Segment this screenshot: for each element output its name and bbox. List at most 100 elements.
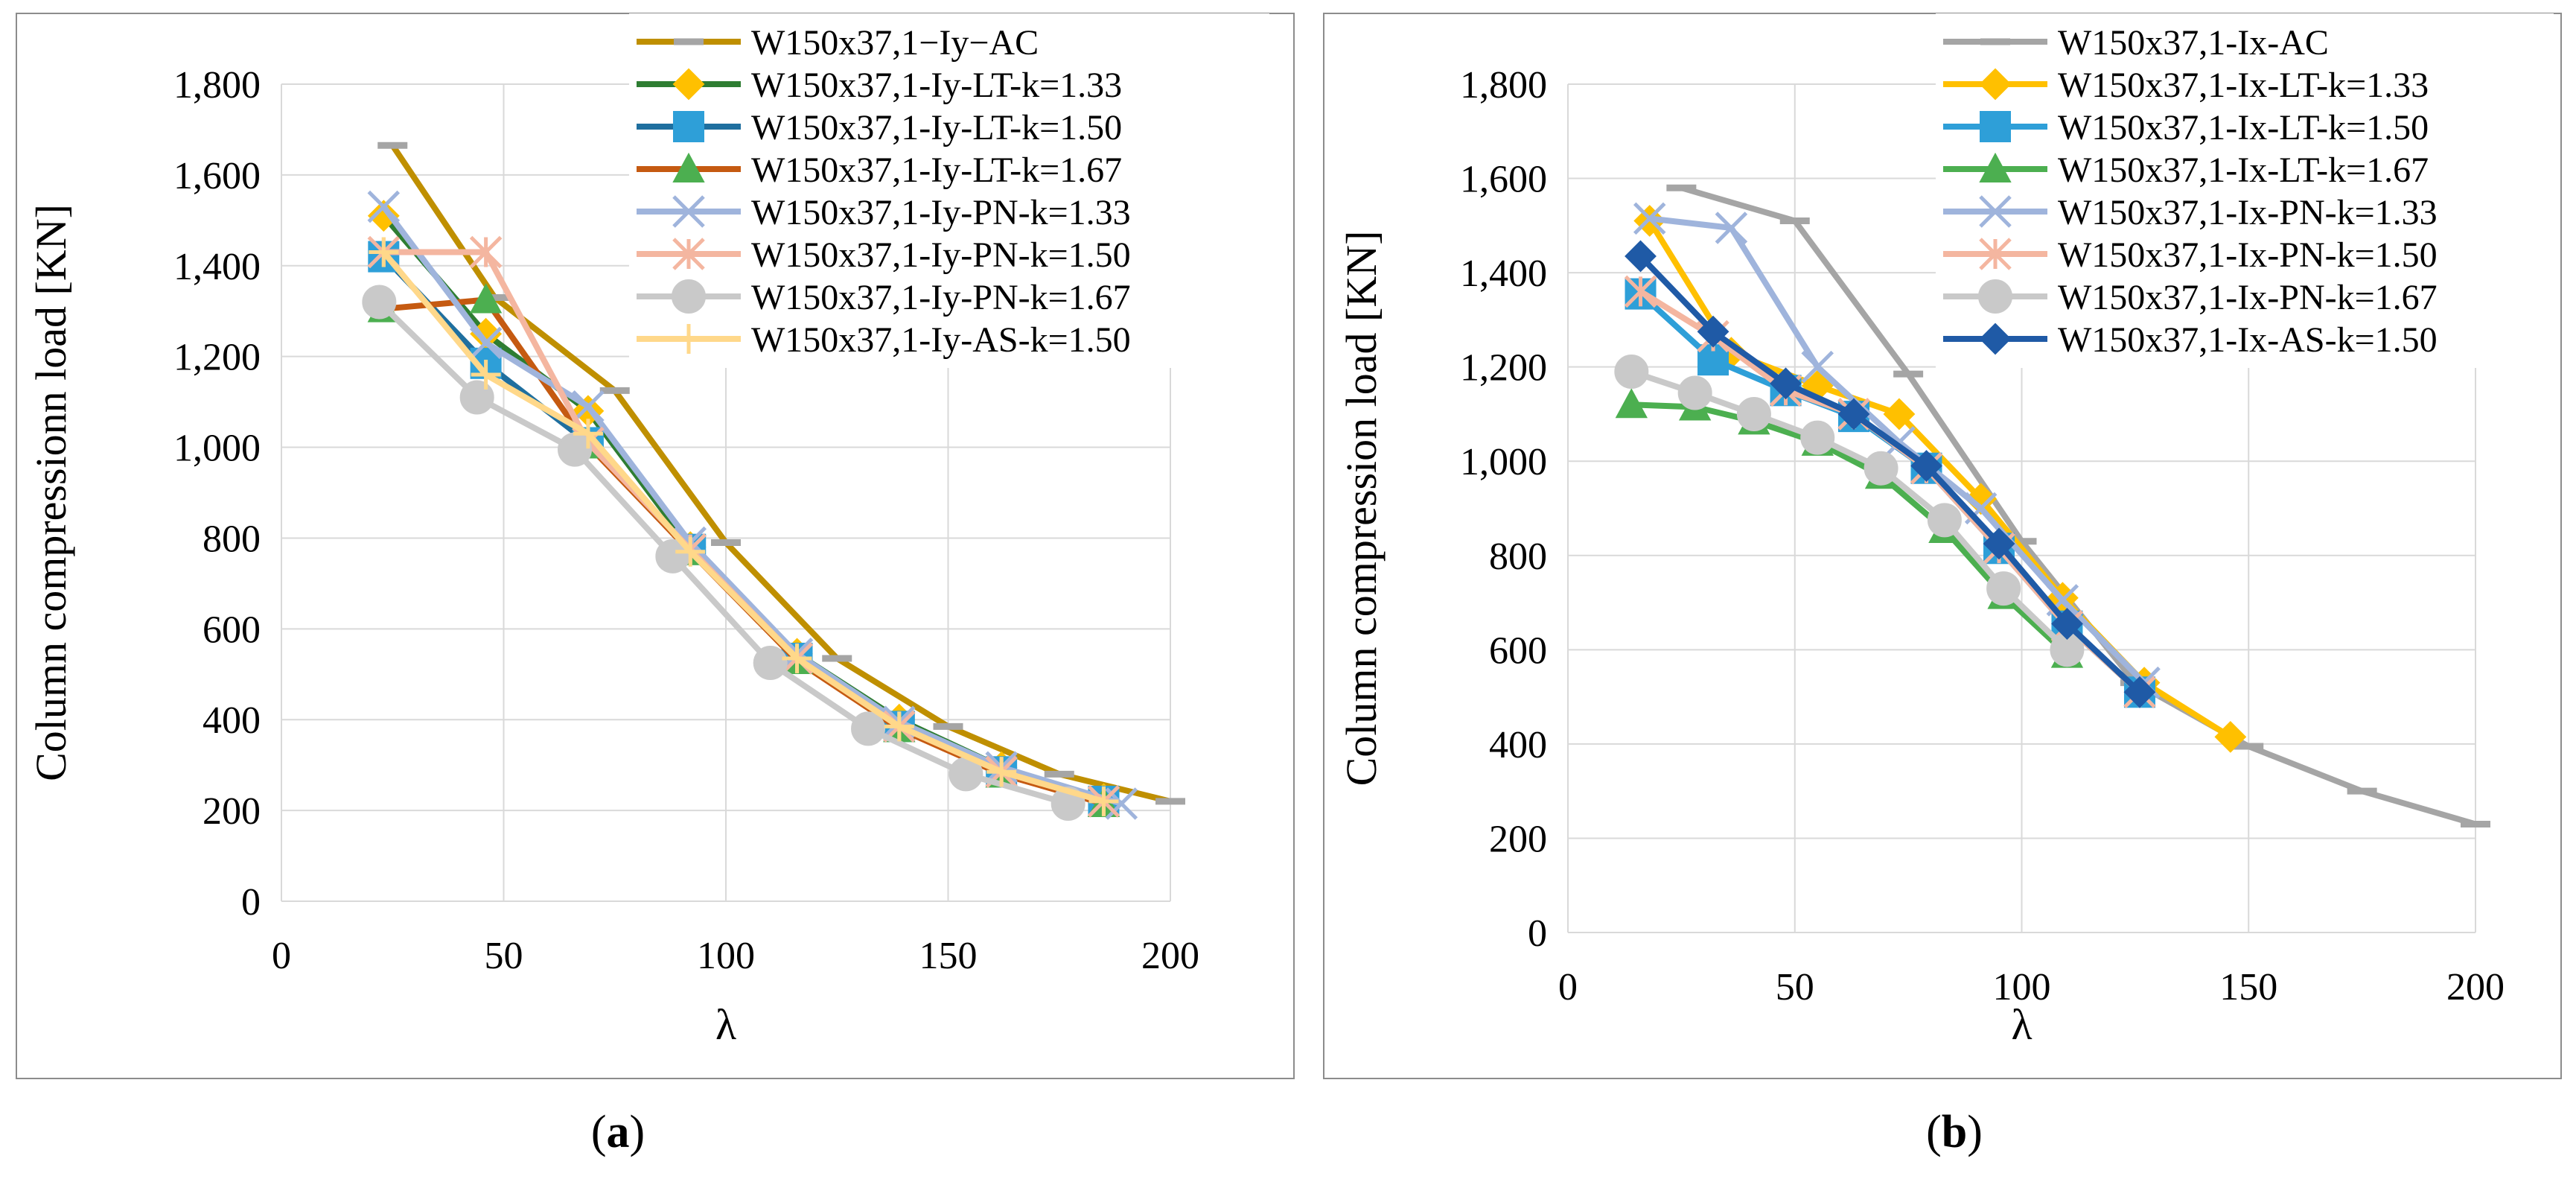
legend-label: W150x37,1−Iy−AC	[751, 23, 1039, 63]
legend-item: W150x37,1-Ix-LT-k=1.50	[1943, 108, 2429, 147]
data-point	[782, 643, 812, 673]
y-tick-label: 1,800	[173, 64, 261, 107]
y-tick-label: 1,000	[173, 428, 261, 470]
legend-swatch-marker	[1978, 279, 2012, 314]
data-point	[1677, 375, 1712, 410]
y-tick-label: 800	[203, 518, 261, 560]
panel-caption: (a)	[591, 1107, 645, 1157]
data-point	[2123, 676, 2156, 708]
x-tick-label: 200	[1141, 935, 1199, 977]
legend-label: W150x37,1-Ix-LT-k=1.33	[2058, 66, 2429, 105]
legend-item: W150x37,1-Ix-PN-k=1.33	[1943, 193, 2438, 232]
legend-label: W150x37,1-Iy-LT-k=1.33	[751, 66, 1122, 105]
legend-item: W150x37,1-Iy-PN-k=1.33	[637, 193, 1131, 232]
data-point	[362, 285, 397, 320]
series-line	[381, 250, 1105, 804]
data-point	[367, 200, 400, 232]
legend-swatch-marker	[672, 195, 705, 228]
legend-swatch-marker	[673, 111, 704, 142]
legend-label: W150x37,1-Ix-AS-k=1.50	[2058, 320, 2438, 360]
data-point	[572, 390, 605, 423]
y-tick-label: 1,400	[1460, 252, 1547, 295]
data-point	[1800, 420, 1835, 455]
data-point	[558, 432, 593, 467]
legend-swatch-marker	[672, 68, 705, 101]
legend-label: W150x37,1-Ix-PN-k=1.33	[2058, 193, 2438, 232]
data-point	[1625, 240, 1657, 273]
data-point	[1801, 350, 1834, 384]
data-point	[1697, 315, 1729, 348]
data-point	[1614, 354, 1649, 389]
x-tick-label: 100	[697, 935, 755, 977]
legend-item: W150x37,1−Iy−AC	[637, 23, 1039, 63]
x-axis-title: λ	[2011, 1000, 2032, 1049]
data-point	[1615, 388, 1648, 419]
data-point	[1770, 367, 1802, 400]
legend-label: W150x37,1-Iy-LT-k=1.50	[751, 108, 1122, 147]
y-tick-label: 400	[1489, 724, 1547, 766]
legend-background	[629, 13, 1269, 368]
legend: W150x37,1-Ix-ACW150x37,1-Ix-LT-k=1.33W15…	[1936, 13, 2554, 368]
data-point	[1837, 398, 1870, 431]
x-tick-label: 200	[2446, 966, 2505, 1008]
chart-panel-a: 0 200 400 600 800 1,000 1,200 1,400 1,600 1,800 0 5…	[16, 13, 1295, 1157]
legend-swatch-marker	[1979, 68, 2012, 101]
data-point	[851, 711, 886, 746]
x-axis-title: λ	[715, 1000, 736, 1049]
series-line	[1638, 254, 2142, 695]
legend-item: W150x37,1-Iy-AS-k=1.50	[637, 320, 1131, 360]
legend-item: W150x37,1-Iy-LT-k=1.50	[637, 108, 1122, 147]
series-8	[1625, 240, 2156, 708]
x-tick-label: 150	[2219, 966, 2277, 1008]
legend-item: W150x37,1-Iy-LT-k=1.33	[637, 66, 1122, 105]
panel-caption-open: (	[1926, 1107, 1942, 1157]
legend-item: W150x37,1-Ix-PN-k=1.67	[1943, 278, 2438, 317]
legend-item: W150x37,1-Ix-LT-k=1.33	[1943, 66, 2429, 105]
x-tick-label: 150	[919, 935, 978, 977]
data-point	[1983, 527, 2015, 560]
data-point	[573, 419, 603, 449]
legend-swatch-marker	[672, 279, 706, 314]
legend-swatch-marker	[1979, 323, 2012, 355]
legend-background	[1936, 13, 2554, 368]
data-point	[1864, 451, 1898, 486]
y-tick-label: 1,200	[1460, 347, 1547, 390]
legend-label: W150x37,1-Iy-PN-k=1.33	[751, 193, 1131, 232]
y-tick-label: 400	[203, 699, 261, 742]
legend-swatch-marker	[1979, 238, 2012, 270]
legend-item: W150x37,1-Iy-LT-k=1.67	[637, 150, 1122, 190]
x-tick-label: 50	[485, 935, 523, 977]
legend-label: W150x37,1-Ix-LT-k=1.50	[2058, 108, 2429, 147]
chart-panel-b: 0 200 400 600 800 1,000 1,200 1,400 1,600 1,800 0 5…	[1323, 13, 2562, 1157]
legend-label: W150x37,1-Ix-AC	[2058, 23, 2329, 63]
x-tick-label: 0	[1558, 966, 1578, 1008]
series-line	[377, 299, 1069, 807]
y-tick-label: 1,000	[1460, 441, 1547, 483]
data-point	[469, 283, 503, 314]
data-point	[884, 711, 914, 742]
legend-label: W150x37,1-Iy-AS-k=1.50	[751, 320, 1131, 360]
data-point	[367, 190, 401, 223]
data-point	[1910, 450, 1942, 482]
legend-swatch-marker	[1979, 195, 2012, 228]
data-point	[1088, 786, 1119, 816]
legend-label: W150x37,1-Ix-PN-k=1.50	[2058, 235, 2438, 275]
data-point	[2051, 608, 2083, 640]
data-point	[459, 380, 494, 415]
legend-item: W150x37,1-Ix-PN-k=1.50	[1943, 235, 2438, 275]
y-tick-label: 0	[1528, 912, 1547, 955]
data-point	[986, 757, 1017, 787]
legend-label: W150x37,1-Ix-LT-k=1.67	[2058, 150, 2429, 190]
legend-swatch-marker	[1980, 111, 2011, 142]
data-point	[675, 536, 706, 567]
y-tick-label: 0	[241, 881, 261, 924]
y-tick-label: 1,600	[1460, 159, 1547, 201]
panel-caption-letter: a	[607, 1107, 630, 1157]
panel-caption-close: )	[1967, 1107, 1983, 1157]
data-point	[753, 646, 788, 681]
legend-item: W150x37,1-Ix-AS-k=1.50	[1943, 320, 2438, 360]
legend-item: W150x37,1-Ix-AC	[1943, 23, 2329, 63]
y-axis-title: Column compression load [KN]	[1337, 231, 1386, 787]
